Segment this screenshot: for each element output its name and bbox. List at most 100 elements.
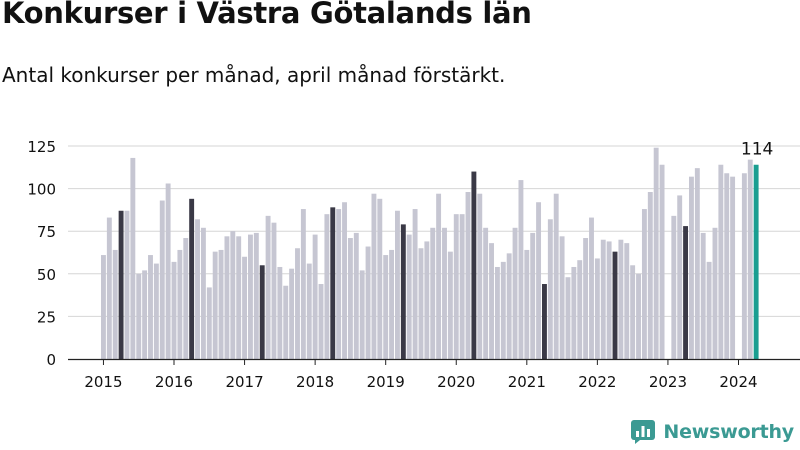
bar	[606, 241, 612, 359]
bar	[724, 173, 730, 359]
bar	[283, 285, 289, 359]
bar	[365, 246, 371, 359]
y-tick-label: 125	[27, 138, 56, 156]
chart-title: Konkurser i Västra Götalands län	[2, 0, 532, 30]
bar	[594, 258, 600, 359]
bar	[342, 202, 347, 359]
bar	[212, 251, 218, 359]
bar	[277, 266, 283, 359]
x-tick-label: 2019	[367, 373, 405, 391]
bar	[553, 193, 559, 359]
bar	[524, 249, 530, 359]
x-axis	[68, 358, 800, 365]
bar	[512, 227, 518, 359]
bar	[218, 249, 224, 359]
bar	[400, 224, 406, 359]
bar	[636, 273, 641, 359]
bar	[224, 236, 230, 359]
y-tick-label: 25	[37, 308, 56, 326]
bar	[547, 219, 553, 359]
x-tick-labels: 2015 2016 2017 2018 2019 2020 2021 2022 2023 2024	[84, 373, 757, 391]
bar	[647, 192, 653, 359]
bar	[459, 214, 465, 359]
bar	[371, 193, 377, 359]
bar	[559, 236, 565, 359]
bar	[689, 176, 694, 359]
x-tick-label: 2021	[508, 373, 546, 391]
bar	[177, 249, 183, 359]
bar	[206, 287, 212, 359]
bar	[747, 159, 753, 359]
bar	[436, 193, 442, 359]
bar	[395, 210, 400, 359]
brand-name: Newsworthy	[663, 421, 794, 443]
bar	[653, 147, 659, 359]
bar	[577, 260, 583, 359]
bar	[353, 232, 359, 359]
bar	[230, 231, 236, 359]
bar	[124, 210, 130, 359]
y-tick-label: 50	[37, 266, 56, 284]
bar	[641, 209, 647, 359]
bar	[183, 238, 189, 359]
bar	[318, 284, 324, 359]
bar	[171, 261, 177, 359]
bar	[753, 164, 759, 359]
bar	[530, 232, 536, 359]
bar	[289, 268, 295, 359]
bar	[265, 215, 271, 359]
bar	[700, 232, 706, 359]
x-tick-label: 2015	[84, 373, 122, 391]
bar	[571, 266, 577, 359]
bar	[359, 270, 365, 359]
bar	[741, 173, 747, 359]
y-tick-label: 75	[37, 223, 56, 241]
bar	[583, 238, 589, 359]
bar	[336, 209, 342, 359]
bar	[324, 214, 330, 359]
y-tick-label: 100	[27, 181, 56, 199]
x-tick-label: 2020	[437, 373, 475, 391]
bar	[118, 210, 124, 359]
bar	[383, 255, 389, 359]
bar	[101, 255, 106, 359]
latest-value-label: 114	[741, 140, 773, 160]
bar	[300, 209, 306, 359]
bar	[471, 171, 477, 359]
bar	[242, 256, 248, 359]
bar	[677, 195, 683, 359]
x-tick-label: 2017	[225, 373, 263, 391]
bar	[624, 243, 630, 359]
brand-logo: Newsworthy	[631, 420, 794, 444]
x-tick-label: 2018	[296, 373, 334, 391]
bar	[442, 227, 447, 359]
bar	[347, 238, 353, 359]
bar	[453, 214, 459, 359]
bar	[159, 200, 165, 359]
x-tick-label: 2024	[719, 373, 757, 391]
bar	[418, 248, 424, 359]
bar	[312, 234, 318, 359]
bar	[253, 232, 259, 359]
y-tick-label: 0	[46, 351, 56, 369]
x-tick-label: 2023	[649, 373, 687, 391]
bar	[589, 217, 594, 359]
bar	[518, 180, 524, 359]
bar	[630, 265, 636, 359]
bar	[694, 168, 700, 359]
x-tick-label: 2016	[155, 373, 193, 391]
bar	[506, 253, 512, 359]
chart-subtitle: Antal konkurser per månad, april månad f…	[2, 63, 506, 87]
bar	[447, 251, 453, 359]
bar	[189, 198, 195, 359]
bar	[706, 261, 712, 359]
bar	[112, 249, 118, 359]
bar	[712, 227, 718, 359]
x-tick-label: 2022	[578, 373, 616, 391]
bar	[330, 207, 336, 359]
bar	[306, 263, 312, 359]
bar	[148, 255, 153, 359]
y-tick-labels: 0 25 50 75 100 125	[27, 138, 56, 369]
bar	[618, 239, 624, 359]
